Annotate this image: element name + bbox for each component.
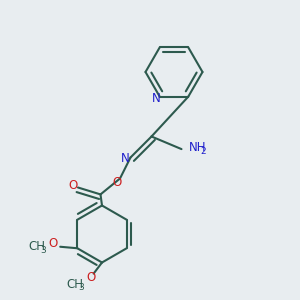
Text: 3: 3 — [40, 245, 46, 254]
Text: O: O — [68, 178, 77, 192]
Text: CH: CH — [66, 278, 83, 291]
Text: N: N — [152, 92, 161, 105]
Text: O: O — [86, 271, 95, 284]
Text: 2: 2 — [200, 147, 206, 156]
Text: O: O — [112, 176, 122, 189]
Text: NH: NH — [189, 141, 206, 154]
Text: N: N — [121, 152, 130, 166]
Text: O: O — [49, 237, 58, 250]
Text: CH: CH — [29, 240, 46, 253]
Text: 3: 3 — [78, 284, 84, 292]
